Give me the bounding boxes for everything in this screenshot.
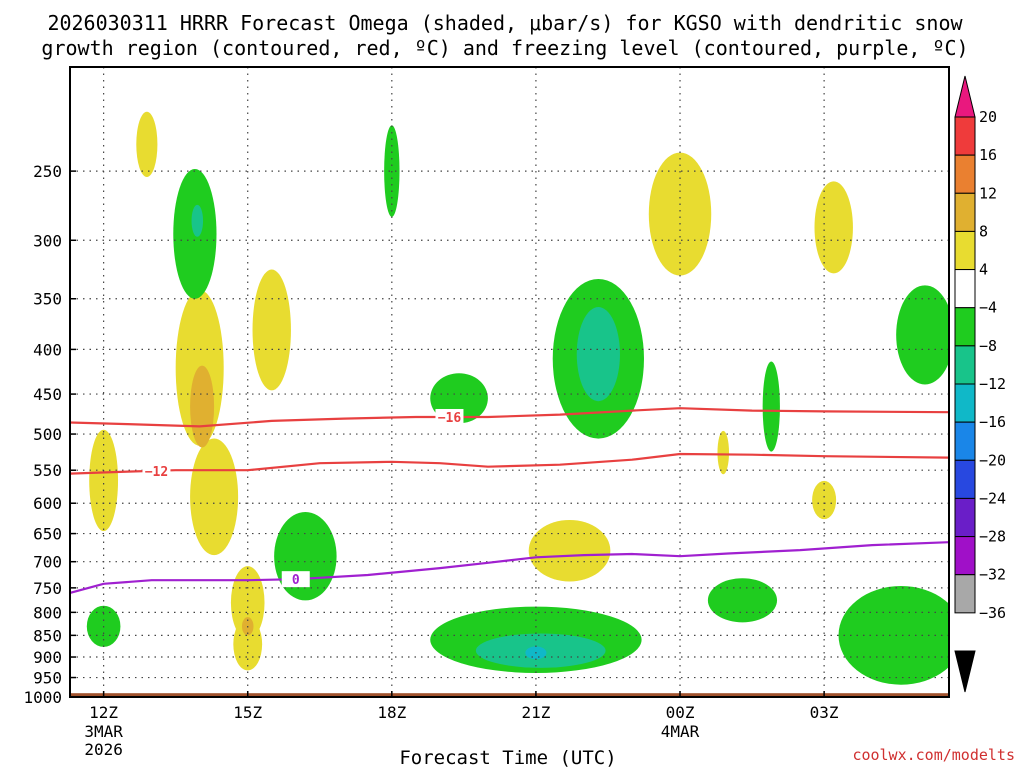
x-tick-label-00Z: 00Z [666, 703, 695, 722]
colorbar-label-2: 12 [979, 184, 997, 202]
colorbar-top-arrow [954, 75, 976, 118]
contour-label-bg-2 [281, 571, 310, 588]
colorbar-label-8: −16 [979, 413, 1006, 431]
contour-line-0 [70, 407, 949, 428]
colorbar-bottom-arrow [954, 650, 976, 693]
y-tick-label-500: 500 [33, 425, 62, 444]
x-tick-date-12Z: 3MAR [84, 722, 123, 741]
omega-region-6 [252, 269, 291, 391]
omega-region-21 [707, 578, 778, 623]
contour-label-bg-1 [142, 462, 171, 479]
chart-title-line1: 2026030311 HRRR Forecast Omega (shaded, … [47, 11, 963, 35]
colorbar-band-9 [954, 421, 976, 461]
omega-region-8 [814, 181, 853, 274]
x-tick-label-18Z: 18Z [377, 703, 406, 722]
omega-region-10 [812, 480, 837, 520]
omega-region-7 [648, 152, 712, 276]
watermark: coolwx.com/modelts [852, 746, 1015, 764]
omega-region-19 [896, 285, 949, 385]
colorbar-label-9: −20 [979, 451, 1006, 469]
contour-label-bg-0 [435, 408, 464, 425]
isotherm-contours: −16 −12 0 [70, 407, 949, 594]
omega-region-9 [717, 430, 730, 475]
omega-region-0 [136, 111, 158, 178]
colorbar-label-0: 20 [979, 108, 997, 126]
colorbar-band-4 [954, 230, 976, 271]
colorbar-label-12: −32 [979, 566, 1006, 584]
colorbar-label-11: −28 [979, 528, 1006, 546]
omega-region-12 [190, 365, 215, 448]
y-tick-label-550: 550 [33, 461, 62, 480]
colorbar-band-13 [954, 574, 976, 614]
y-tick-label-950: 950 [33, 669, 62, 688]
omega-region-11 [528, 519, 611, 582]
colorbar-label-3: 8 [979, 222, 988, 240]
colorbar-label-7: −12 [979, 375, 1006, 393]
colorbar-label-6: −8 [979, 337, 997, 355]
ground-band [70, 693, 949, 697]
colorbar-band-3 [954, 192, 976, 232]
y-tick-label-750: 750 [33, 579, 62, 598]
y-tick-label-250: 250 [33, 162, 62, 181]
y-tick-label-600: 600 [33, 494, 62, 513]
colorbar-band-5 [954, 269, 976, 309]
plot-frame [69, 66, 950, 698]
omega-region-26 [576, 307, 620, 402]
colorbar-label-4: 4 [979, 261, 988, 279]
y-tick-label-800: 800 [33, 603, 62, 622]
colorbar-band-6 [954, 307, 976, 347]
contour-label-0: −16 [438, 411, 462, 426]
x-tick-label-03Z: 03Z [810, 703, 839, 722]
colorbar-label-13: −36 [979, 604, 1006, 622]
colorbar-band-2 [954, 154, 976, 194]
y-axis-ticks: 250 300 350 400 450 500 550 600 650 700 750 800 850 9… [23, 162, 76, 707]
y-tick-label-1000: 1000 [23, 688, 62, 707]
colorbar: 20 16 12 8 4 −4 −8 −12 −16 −20 −24 −28 −32 −36 [954, 75, 1006, 693]
omega-region-4 [230, 566, 265, 640]
contour-label-2: 0 [292, 573, 300, 588]
omega-region-3 [190, 438, 239, 556]
contour-label-1: −12 [145, 465, 168, 480]
y-tick-label-850: 850 [33, 626, 62, 645]
x-axis-label: Forecast Time (UTC) [399, 747, 616, 768]
y-tick-label-900: 900 [33, 648, 62, 667]
colorbar-band-12 [954, 536, 976, 576]
colorbar-band-1 [954, 116, 976, 156]
colorbar-label-10: −24 [979, 489, 1006, 507]
y-tick-label-400: 400 [33, 340, 62, 359]
omega-region-1 [89, 429, 119, 532]
colorbar-band-8 [954, 383, 976, 423]
x-tick-label-21Z: 21Z [521, 703, 550, 722]
y-tick-label-350: 350 [33, 290, 62, 309]
y-tick-label-450: 450 [33, 385, 62, 404]
ground-layer [70, 693, 949, 697]
contour-line-1 [70, 452, 949, 475]
colorbar-label-1: 16 [979, 146, 997, 164]
x-tick-year-12Z: 2026 [84, 740, 123, 759]
omega-region-18 [762, 361, 780, 452]
y-tick-label-300: 300 [33, 231, 62, 250]
dotted-grid [70, 67, 949, 698]
y-tick-label-650: 650 [33, 525, 62, 544]
chart-title-line2: growth region (contoured, red, ºC) and f… [41, 36, 968, 60]
omega-shaded-regions [86, 111, 949, 685]
colorbar-band-7 [954, 345, 976, 385]
omega-region-24 [838, 585, 949, 685]
colorbar-band-11 [954, 497, 976, 538]
colorbar-band-10 [954, 459, 976, 499]
omega-region-5 [233, 617, 263, 671]
y-tick-label-700: 700 [33, 553, 62, 572]
x-tick-label-12Z: 12Z [89, 703, 118, 722]
contour-line-2 [70, 541, 949, 594]
colorbar-label-5: −4 [979, 299, 997, 317]
omega-region-25 [191, 204, 204, 237]
x-tick-label-15Z: 15Z [233, 703, 262, 722]
x-tick-date-00Z: 4MAR [661, 722, 700, 741]
